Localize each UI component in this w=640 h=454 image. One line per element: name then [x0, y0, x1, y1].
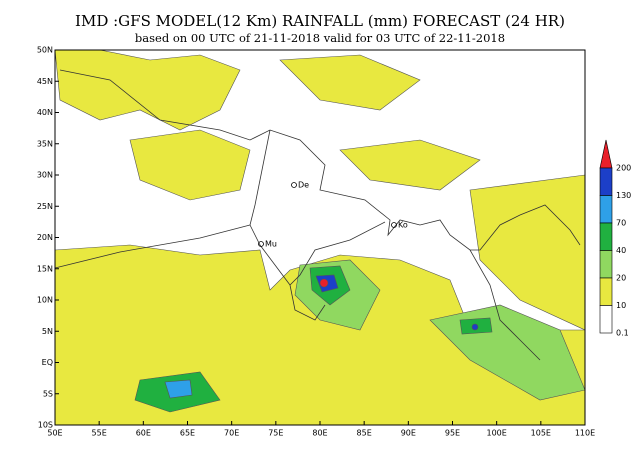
lat-label: 30N [37, 171, 53, 180]
lon-label: 95E [445, 429, 460, 438]
lon-label: 105E [531, 429, 551, 438]
lat-label: 50N [37, 46, 53, 55]
legend-label: 20 [616, 274, 626, 283]
lon-label: 75E [268, 429, 283, 438]
legend-swatch [599, 167, 613, 196]
lat-label: 40N [37, 108, 53, 117]
city-marker [291, 182, 297, 188]
legend-label: 10 [616, 301, 626, 310]
legend-swatch [599, 250, 613, 279]
lat-label: EQ [42, 358, 53, 367]
legend-label: 200 [616, 164, 631, 173]
coastline [54, 69, 581, 361]
lat-label: 10N [37, 296, 53, 305]
legend-swatch [599, 195, 613, 224]
legend-label: 0.1 [616, 329, 629, 338]
lon-label: 60E [136, 429, 151, 438]
title: IMD :GFS MODEL(12 Km) RAINFALL (mm) FORE… [75, 12, 565, 30]
lat-label: 25N [37, 202, 53, 211]
legend-swatch [599, 277, 613, 306]
lat-label: 20N [37, 233, 53, 242]
lon-label: 100E [487, 429, 507, 438]
lon-label: 85E [357, 429, 372, 438]
lat-label: 5S [43, 389, 53, 398]
city-marker [391, 222, 397, 228]
lon-label: 50E [47, 429, 62, 438]
city-label: De [298, 181, 309, 190]
city-marker [258, 241, 264, 247]
lat-label: 5N [42, 327, 53, 336]
legend-label: 130 [616, 191, 631, 200]
lon-label: 55E [92, 429, 107, 438]
rain-field [54, 50, 585, 425]
lon-label: 80E [312, 429, 327, 438]
legend-swatch [599, 222, 613, 251]
city-label: Mu [265, 240, 277, 249]
legend-label: 70 [616, 219, 626, 228]
city-label: Ko [398, 221, 408, 230]
lat-label: 10S [38, 421, 53, 430]
legend-swatch [599, 305, 613, 334]
lat-label: 35N [37, 139, 53, 148]
lon-label: 90E [401, 429, 416, 438]
legend-label: 40 [616, 246, 626, 255]
lon-label: 65E [180, 429, 195, 438]
subtitle: based on 00 UTC of 21-11-2018 valid for … [135, 31, 505, 45]
lat-label: 45N [37, 77, 53, 86]
lat-label: 15N [37, 264, 53, 273]
legend: 200 130 70 40 20 10 0.1 [599, 139, 631, 338]
lon-label: 110E [575, 429, 595, 438]
lon-label: 70E [224, 429, 239, 438]
